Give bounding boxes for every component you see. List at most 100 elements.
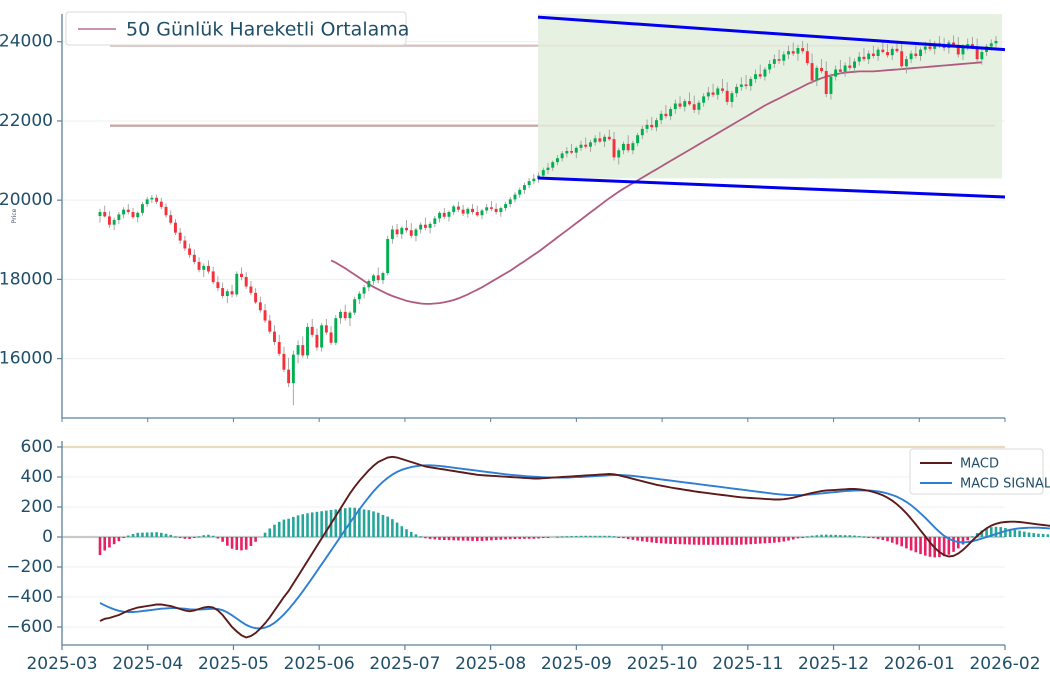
macd-histogram-bar bbox=[188, 537, 191, 539]
candle-body bbox=[810, 63, 814, 81]
macd-histogram-bar bbox=[853, 535, 856, 537]
x-tick-label: 2025-10 bbox=[627, 654, 698, 674]
candle-body bbox=[876, 49, 880, 56]
macd-histogram-bar bbox=[438, 537, 441, 540]
candle-body bbox=[782, 54, 786, 61]
candle-body bbox=[475, 212, 479, 216]
candle-body bbox=[221, 288, 225, 297]
candle-body bbox=[376, 275, 380, 281]
macd-histogram-bar bbox=[971, 536, 974, 538]
candle-body bbox=[499, 208, 503, 213]
x-tick-label: 2025-08 bbox=[455, 654, 526, 674]
price-ytick-label: 16000 bbox=[0, 349, 53, 369]
macd-histogram-bar bbox=[301, 514, 305, 537]
price-ytick-label: 22000 bbox=[0, 111, 53, 131]
candle-body bbox=[871, 53, 875, 56]
candle-body bbox=[107, 216, 111, 225]
x-tick-label: 2025-07 bbox=[369, 654, 440, 674]
macd-histogram-bar bbox=[358, 508, 361, 537]
macd-histogram-bar bbox=[117, 537, 121, 542]
candle-body bbox=[711, 92, 715, 95]
candle-body bbox=[112, 219, 116, 225]
candle-body bbox=[909, 53, 913, 60]
candle-body bbox=[155, 197, 159, 202]
macd-histogram-bar bbox=[608, 535, 611, 537]
macd-histogram-bar bbox=[570, 536, 573, 538]
candle-body bbox=[400, 227, 404, 235]
macd-ytick-label: 0 bbox=[42, 527, 53, 547]
candle-body bbox=[895, 48, 899, 52]
candle-body bbox=[452, 206, 456, 213]
candle-body bbox=[824, 71, 828, 95]
candle-body bbox=[268, 320, 272, 332]
macd-histogram-bar bbox=[664, 537, 668, 544]
candle-body bbox=[409, 230, 413, 236]
macd-histogram-bar bbox=[1013, 529, 1017, 537]
macd-histogram-bar bbox=[202, 535, 206, 537]
macd-histogram-bar bbox=[1032, 533, 1036, 537]
price-legend: 50 Günlük Hareketli Ortalama bbox=[65, 11, 409, 46]
macd-histogram-bar bbox=[796, 537, 800, 539]
macd-histogram-bar bbox=[131, 534, 135, 537]
macd-ytick-label: 600 bbox=[21, 437, 53, 457]
macd-histogram-bar bbox=[961, 537, 965, 545]
macd-histogram-bar bbox=[414, 534, 418, 537]
candle-body bbox=[904, 59, 908, 67]
candle-body bbox=[570, 151, 574, 153]
candle-body bbox=[197, 261, 201, 270]
macd-histogram-bar bbox=[532, 537, 536, 539]
candle-body bbox=[471, 208, 475, 213]
macd-histogram-bar bbox=[815, 535, 819, 537]
price-axis-title: Price bbox=[11, 208, 18, 223]
candle-body bbox=[273, 331, 276, 342]
candle-body bbox=[291, 354, 295, 384]
candle-body bbox=[673, 103, 677, 110]
macd-histogram-bar bbox=[466, 537, 470, 541]
candle-body bbox=[739, 84, 743, 87]
macd-histogram-bar bbox=[773, 537, 776, 543]
macd-histogram-bar bbox=[716, 537, 720, 545]
candle-body bbox=[508, 199, 512, 205]
candle-body bbox=[240, 273, 243, 277]
macd-histogram-bar bbox=[909, 537, 913, 551]
macd-histogram-bar bbox=[989, 527, 993, 537]
candle-body bbox=[735, 86, 739, 94]
price-ytick-label: 20000 bbox=[0, 190, 53, 210]
candle-body bbox=[136, 212, 140, 218]
macd-histogram-bar bbox=[702, 537, 705, 545]
candle-body bbox=[683, 101, 687, 107]
candle-body bbox=[631, 143, 635, 151]
macd-histogram-bar bbox=[740, 537, 743, 545]
macd-histogram-bar bbox=[612, 536, 616, 538]
candle-body bbox=[541, 170, 545, 176]
candle-body bbox=[428, 223, 432, 228]
macd-histogram-bar bbox=[122, 537, 125, 539]
macd-histogram-bar bbox=[494, 537, 498, 540]
candle-body bbox=[928, 46, 932, 49]
macd-histogram-bar bbox=[730, 537, 734, 545]
macd-histogram-bar bbox=[801, 537, 804, 538]
macd-histogram-bar bbox=[216, 537, 220, 539]
candle-body bbox=[183, 240, 187, 249]
candle-body bbox=[853, 61, 856, 68]
candle-body bbox=[588, 142, 592, 147]
macd-histogram-bar bbox=[221, 537, 224, 542]
candle-body bbox=[801, 48, 805, 52]
macd-histogram-bar bbox=[848, 535, 852, 537]
macd-histogram-bar bbox=[862, 536, 866, 538]
macd-histogram-bar bbox=[320, 511, 323, 537]
macd-histogram-bar bbox=[136, 532, 140, 537]
macd-histogram-bar bbox=[240, 537, 243, 551]
x-tick-label: 2025-06 bbox=[284, 654, 355, 674]
macd-histogram-bar bbox=[593, 535, 597, 537]
candle-body bbox=[263, 310, 267, 321]
macd-histogram-bar bbox=[763, 537, 767, 544]
candle-body bbox=[126, 209, 130, 213]
macd-histogram-bar bbox=[872, 537, 875, 539]
candle-body bbox=[254, 292, 258, 303]
macd-histogram-bar bbox=[843, 535, 847, 537]
macd-histogram-bar bbox=[636, 537, 639, 541]
candle-body bbox=[216, 282, 220, 289]
candle-body bbox=[848, 65, 852, 68]
candle-body bbox=[518, 189, 522, 195]
